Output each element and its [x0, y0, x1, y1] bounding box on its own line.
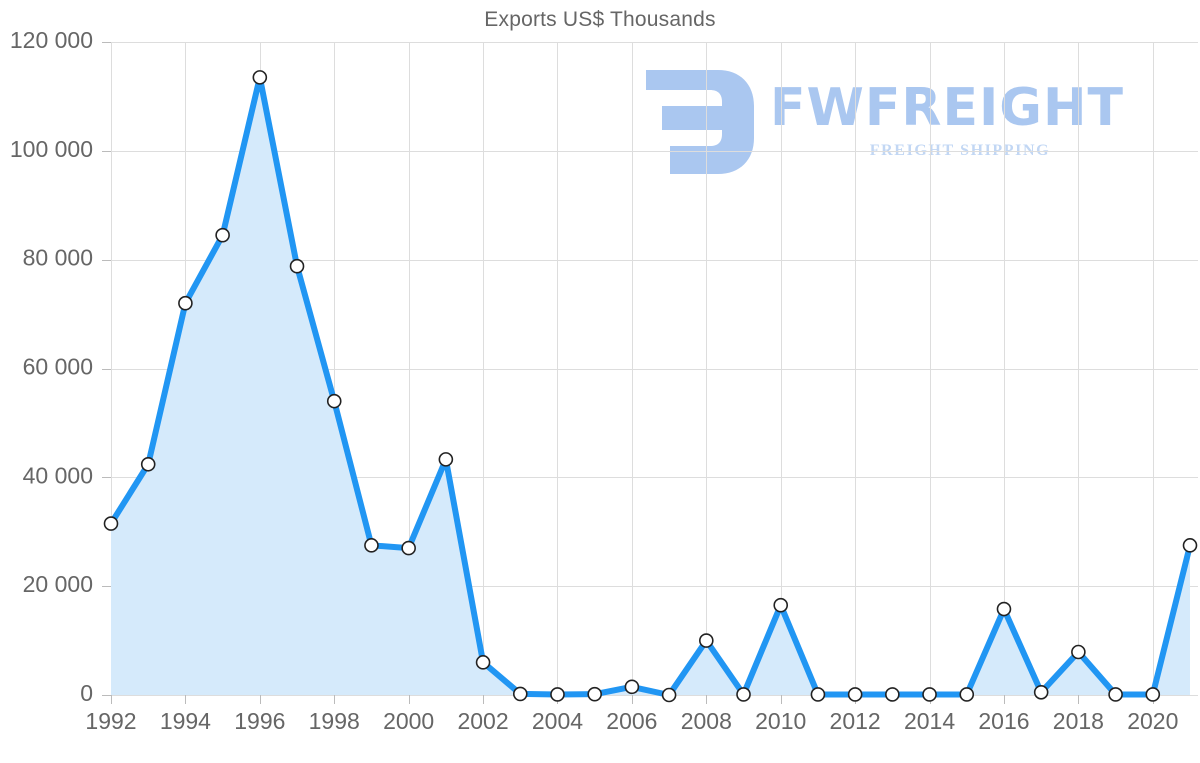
data-point-marker[interactable] — [736, 687, 751, 702]
data-point-marker[interactable] — [215, 227, 230, 243]
y-axis-tick-labels: 120 000 100 000 80 000 60 000 40 000 20 000 0 — [10, 27, 93, 706]
x-tick-label: 2006 — [606, 708, 657, 734]
x-tick-label: 1998 — [309, 708, 360, 734]
data-point-marker[interactable] — [550, 687, 565, 702]
data-point-marker[interactable] — [401, 540, 416, 556]
series-area — [111, 77, 1190, 696]
data-point-marker[interactable] — [289, 258, 305, 274]
data-point-marker[interactable] — [661, 687, 677, 703]
data-point-marker[interactable] — [885, 687, 900, 702]
x-tick-label: 2012 — [830, 708, 881, 734]
y-tick-label: 60 000 — [23, 354, 93, 380]
data-point-marker[interactable] — [847, 687, 863, 702]
y-tick-label: 100 000 — [10, 136, 93, 162]
data-point-marker[interactable] — [178, 295, 193, 311]
chart-title: Exports US$ Thousands — [484, 8, 716, 31]
y-tick-label: 80 000 — [23, 245, 93, 271]
data-point-marker[interactable] — [1033, 684, 1049, 700]
x-axis-tick-labels: 1992 1994 1996 1998 2000 2002 2004 2006 2008 2010… — [85, 708, 1178, 734]
x-tick-label: 1992 — [85, 708, 136, 734]
data-point-marker[interactable] — [1145, 687, 1161, 702]
y-tick-label: 20 000 — [23, 571, 93, 597]
data-point-marker[interactable] — [364, 538, 379, 553]
y-tick-label: 40 000 — [23, 462, 93, 488]
x-tick-label: 2004 — [532, 708, 583, 734]
x-tick-label: 2010 — [755, 708, 806, 734]
data-point-marker[interactable] — [1071, 644, 1086, 660]
x-tick-label: 2002 — [457, 708, 508, 734]
series-line-path — [108, 74, 1193, 698]
data-point-marker[interactable] — [512, 686, 528, 702]
data-point-marker[interactable] — [1108, 687, 1123, 702]
y-tick-label: 0 — [80, 680, 93, 706]
data-point-marker[interactable] — [326, 393, 342, 409]
series-line — [108, 74, 1193, 698]
area-fill — [111, 77, 1190, 696]
y-tick-label: 120 000 — [10, 27, 93, 53]
x-tick-label: 2018 — [1053, 708, 1104, 734]
data-point-marker[interactable] — [922, 687, 937, 702]
data-point-marker[interactable] — [699, 633, 714, 648]
data-point-marker[interactable] — [587, 686, 602, 702]
data-point-marker[interactable] — [475, 655, 491, 670]
x-tick-label: 2016 — [978, 708, 1029, 734]
data-point-markers — [103, 70, 1198, 703]
data-point-marker[interactable] — [140, 456, 156, 472]
data-point-marker[interactable] — [1182, 538, 1198, 553]
x-tick-label: 1994 — [160, 708, 211, 734]
data-point-marker[interactable] — [252, 70, 268, 85]
x-tick-label: 2020 — [1127, 708, 1178, 734]
x-tick-label: 2008 — [681, 708, 732, 734]
data-point-marker[interactable] — [624, 679, 640, 695]
data-point-marker[interactable] — [103, 516, 119, 531]
data-point-marker[interactable] — [959, 687, 975, 702]
x-tick-label: 2000 — [383, 708, 434, 734]
data-point-marker[interactable] — [996, 601, 1012, 617]
x-tick-label: 2014 — [904, 708, 955, 734]
data-point-marker[interactable] — [810, 687, 826, 702]
x-tick-label: 1996 — [234, 708, 285, 734]
data-point-marker[interactable] — [438, 452, 454, 467]
data-point-marker[interactable] — [773, 597, 789, 613]
